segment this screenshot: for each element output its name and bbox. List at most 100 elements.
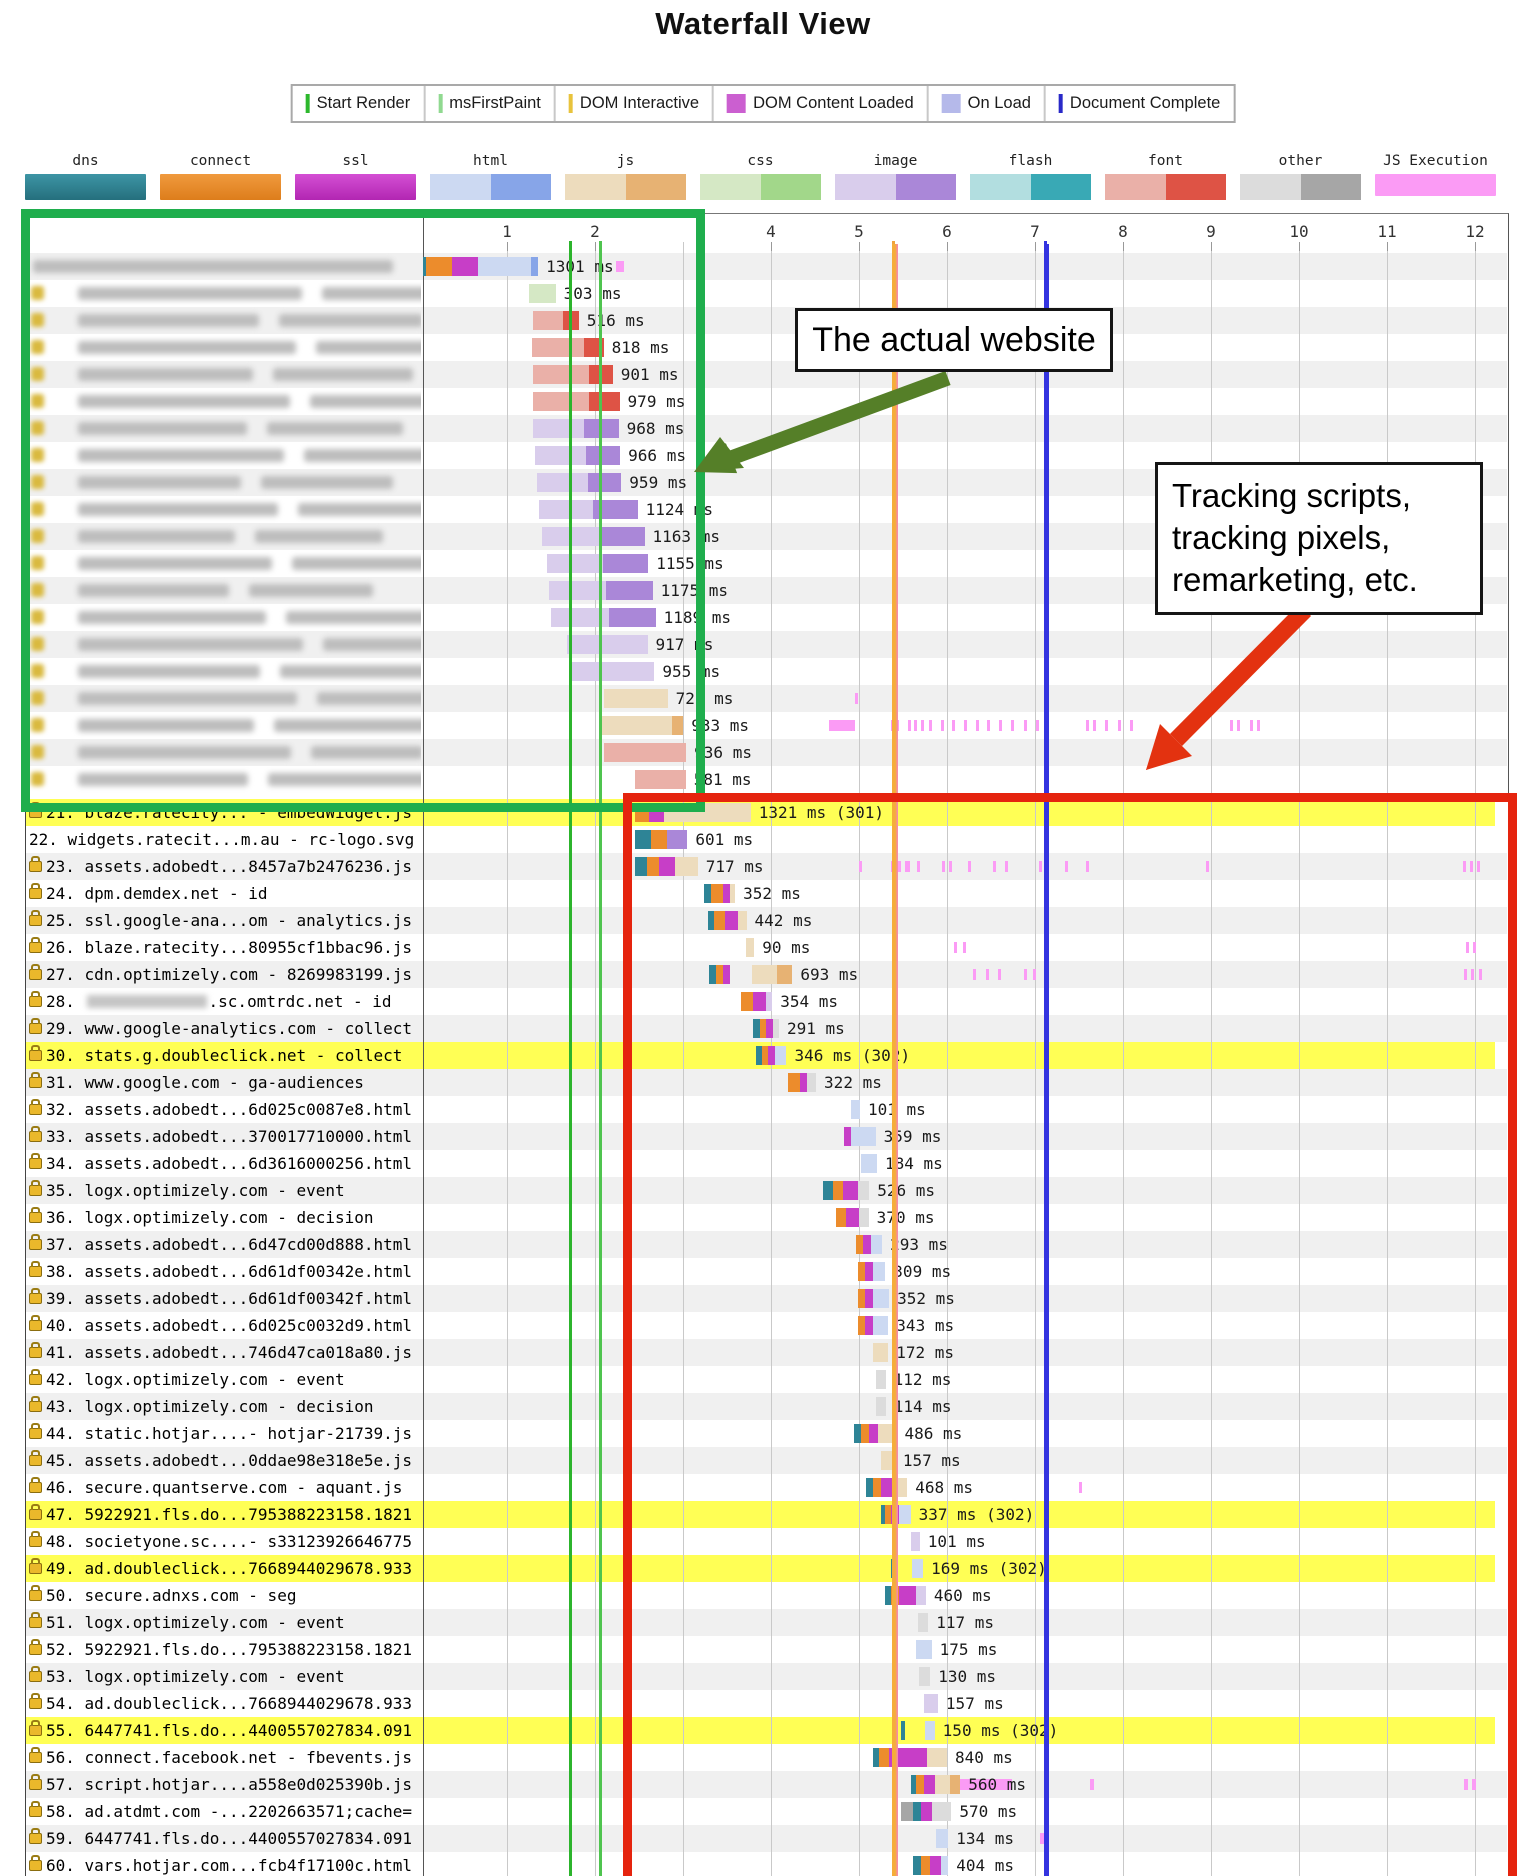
request-row-label[interactable]: 34. assets.adobedt...6d3616000256.html: [29, 1150, 421, 1177]
row-stripe: [26, 1474, 1507, 1501]
request-row-label[interactable]: 32. assets.adobedt...6d025c0087e8.html: [29, 1096, 421, 1123]
request-bar-segment: [917, 1613, 929, 1632]
request-row-label[interactable]: 46. secure.quantserve.com - aquant.js: [29, 1474, 421, 1501]
request-row-label[interactable]: 23. assets.adobedt...8457a7b2476236.js: [29, 853, 421, 880]
request-row-label[interactable]: 38. assets.adobedt...6d61df00342e.html: [29, 1258, 421, 1285]
request-row-label[interactable]: 36. logx.optimizely.com - decision: [29, 1204, 421, 1231]
request-row-label[interactable]: [29, 442, 421, 469]
request-row-label[interactable]: 42. logx.optimizely.com - event: [29, 1366, 421, 1393]
request-row-label[interactable]: 31. www.google.com - ga-audiences: [29, 1069, 421, 1096]
request-row-label[interactable]: 29. www.google-analytics.com - collect: [29, 1015, 421, 1042]
request-row-label[interactable]: 59. 6447741.fls.do...4400557027834.091: [29, 1825, 421, 1852]
request-row-label[interactable]: [29, 685, 421, 712]
resource-key-item: image: [835, 153, 956, 200]
js-execution-tick: [1011, 720, 1015, 731]
request-row-label[interactable]: 52. 5922921.fls.do...795388223158.1821: [29, 1636, 421, 1663]
request-bar-segment: [844, 1127, 852, 1146]
request-row-label[interactable]: [29, 361, 421, 388]
blurred-url-text: [78, 745, 291, 759]
resource-key-swatch: [970, 174, 1091, 200]
request-row-label[interactable]: 53. logx.optimizely.com - event: [29, 1663, 421, 1690]
request-row-label[interactable]: 55. 6447741.fls.do...4400557027834.091: [29, 1717, 421, 1744]
resource-key-label: js: [616, 153, 635, 169]
request-row-label[interactable]: [29, 658, 421, 685]
request-row-label[interactable]: 25. ssl.google-ana...om - analytics.js: [29, 907, 421, 934]
request-row-label[interactable]: 47. 5922921.fls.do...795388223158.1821: [29, 1501, 421, 1528]
request-row: 46. secure.quantserve.com - aquant.js 468…: [26, 1474, 1508, 1501]
request-row-label[interactable]: 24. dpm.demdex.net - id: [29, 880, 421, 907]
request-row: 26. blaze.ratecity...80955cf1bbac96.js 90…: [26, 934, 1508, 961]
blurred-url-text: [280, 664, 421, 678]
request-row-label[interactable]: [29, 577, 421, 604]
request-row: 32. assets.adobedt...6d025c0087e8.html 10…: [26, 1096, 1508, 1123]
request-row-label[interactable]: 41. assets.adobedt...746d47ca018a80.js: [29, 1339, 421, 1366]
request-row-label[interactable]: 37. assets.adobedt...6d47cd00d888.html: [29, 1231, 421, 1258]
request-row-label[interactable]: 26. blaze.ratecity...80955cf1bbac96.js: [29, 934, 421, 961]
request-row-label[interactable]: 44. static.hotjar....- hotjar-21739.js: [29, 1420, 421, 1447]
request-row-label[interactable]: [29, 496, 421, 523]
request-row-label[interactable]: 22. widgets.ratecit...m.au - rc-logo.svg: [29, 830, 415, 849]
request-row-label[interactable]: 51. logx.optimizely.com - event: [29, 1609, 421, 1636]
request-row-label[interactable]: 28. .sc.omtrdc.net - id: [29, 988, 421, 1015]
request-row-label[interactable]: [29, 334, 421, 361]
request-row-label[interactable]: [29, 388, 421, 415]
request-row-label[interactable]: [29, 415, 421, 442]
js-execution-tick: [948, 861, 952, 872]
request-bar-segment: [863, 1235, 872, 1254]
request-row-label[interactable]: 60. vars.hotjar.com...fcb4f17100c.html: [29, 1852, 421, 1876]
blurred-url-text: [298, 502, 421, 516]
start-render-line: [568, 244, 572, 1876]
request-row-label[interactable]: [29, 469, 421, 496]
request-row-label[interactable]: [29, 631, 421, 658]
request-row-label[interactable]: 27. cdn.optimizely.com - 8269983199.js: [29, 961, 421, 988]
request-bar-segment: [586, 446, 621, 465]
request-bar-segment: [888, 1748, 927, 1767]
request-row: 49. ad.doubleclick...7668944029678.933 16…: [26, 1555, 1508, 1582]
request-row-label[interactable]: [29, 604, 421, 631]
axis-second-label: 5: [854, 222, 864, 241]
request-bar-segment: [884, 1505, 892, 1524]
request-row-label[interactable]: 45. assets.adobedt...0ddae98e318e5e.js: [29, 1447, 421, 1474]
https-lock-icon: [29, 1261, 42, 1277]
request-bar-segment: [901, 1802, 913, 1821]
blurred-url-text: [78, 691, 297, 705]
request-row-label[interactable]: [29, 280, 421, 307]
request-row-label[interactable]: 54. ad.doubleclick...7668944029678.933: [29, 1690, 421, 1717]
js-execution-tick: [1024, 969, 1028, 980]
request-row-label[interactable]: 40. assets.adobedt...6d025c0032d9.html: [29, 1312, 421, 1339]
https-lock-icon: [29, 1720, 42, 1736]
request-time-label: 112 ms: [893, 1370, 952, 1389]
request-time-label: 560 ms: [968, 1775, 1026, 1794]
request-row-label[interactable]: 48. societyone.sc....- s33123926646775: [29, 1528, 421, 1555]
js-execution-tick: [1086, 861, 1090, 872]
blurred-url-text: [268, 772, 421, 786]
request-row-label[interactable]: [29, 739, 421, 766]
annotation-actual-website: The actual website: [795, 308, 1113, 372]
request-row-label[interactable]: 49. ad.doubleclick...7668944029678.933: [29, 1555, 421, 1582]
gridline: [1387, 242, 1388, 1876]
request-row-label[interactable]: 57. script.hotjar....a558e0d025390b.js: [29, 1771, 421, 1798]
request-row-label[interactable]: 58. ad.atdmt.com -...2202663571;cache=: [29, 1798, 421, 1825]
request-row-label[interactable]: 30. stats.g.doubleclick.net - collect: [29, 1042, 421, 1069]
request-row-label[interactable]: [29, 550, 421, 577]
request-row-label[interactable]: [29, 307, 421, 334]
request-row-label[interactable]: [29, 253, 421, 280]
request-row: 44. static.hotjar....- hotjar-21739.js 48…: [26, 1420, 1508, 1447]
request-row-label[interactable]: [29, 766, 421, 793]
request-row-label[interactable]: [29, 712, 421, 739]
request-row: 45. assets.adobedt...0ddae98e318e5e.js 15…: [26, 1447, 1508, 1474]
gridline: [595, 242, 596, 1876]
request-row-label[interactable]: 39. assets.adobedt...6d61df00342f.html: [29, 1285, 421, 1312]
request-row-label[interactable]: [29, 523, 421, 550]
request-row-label[interactable]: 50. secure.adnxs.com - seg: [29, 1582, 421, 1609]
request-row-label[interactable]: 43. logx.optimizely.com - decision: [29, 1393, 421, 1420]
request-row: 917 ms: [26, 631, 1508, 658]
request-row: 1189 ms: [26, 604, 1508, 631]
request-bar-segment: [898, 1586, 917, 1605]
request-row: 48. societyone.sc....- s33123926646775 10…: [26, 1528, 1508, 1555]
request-row-label[interactable]: 33. assets.adobedt...370017710000.html: [29, 1123, 421, 1150]
request-time-label: 309 ms: [893, 1262, 952, 1281]
request-row-label[interactable]: 21. blaze.ratecity... - embedWidget.js: [29, 799, 421, 826]
request-row-label[interactable]: 56. connect.facebook.net - fbevents.js: [29, 1744, 421, 1771]
request-row-label[interactable]: 35. logx.optimizely.com - event: [29, 1177, 421, 1204]
